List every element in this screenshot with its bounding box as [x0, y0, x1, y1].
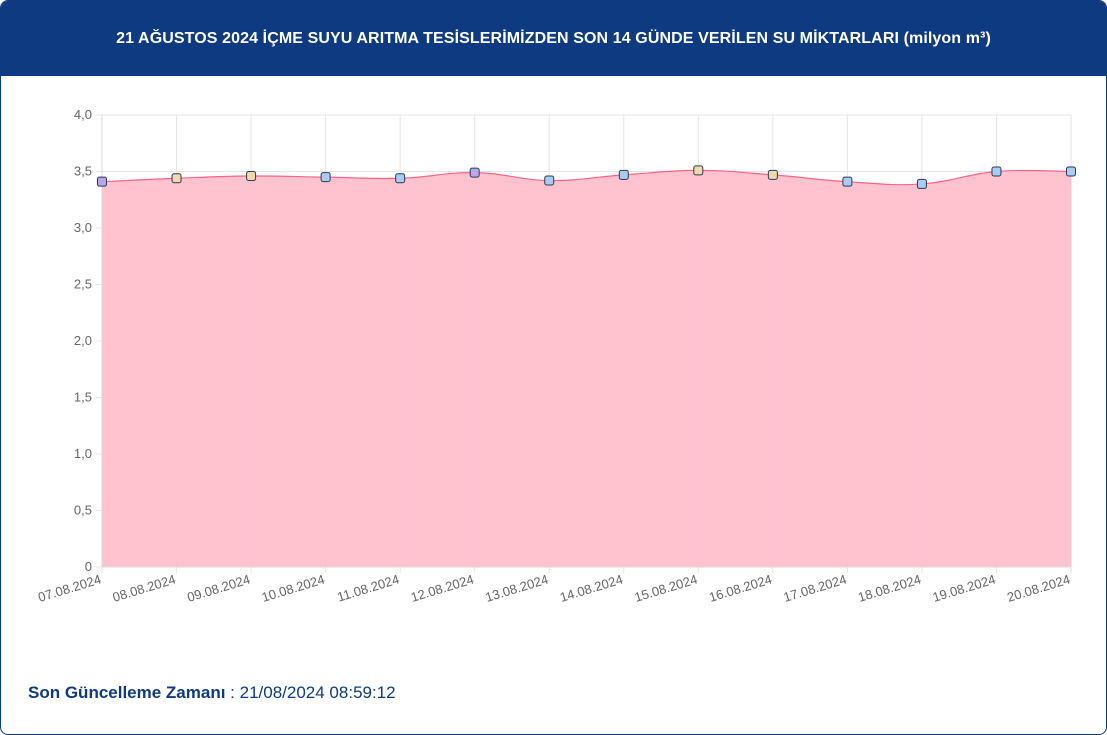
x-tick-label: 19.08.2024 — [931, 572, 998, 605]
x-tick-label: 10.08.2024 — [260, 572, 327, 605]
x-tick-label: 08.08.2024 — [111, 572, 178, 605]
x-tick-label: 15.08.2024 — [633, 572, 700, 605]
last-updated: Son Güncelleme Zamanı : 21/08/2024 08:59… — [28, 683, 396, 703]
y-tick-label: 3,0 — [74, 220, 92, 235]
data-point — [693, 165, 704, 176]
series-area — [102, 170, 1071, 567]
data-point — [97, 176, 107, 187]
x-tick-label: 17.08.2024 — [782, 572, 849, 605]
series-line — [101, 169, 1072, 186]
data-point — [544, 175, 555, 186]
y-tick-label: 4,0 — [74, 107, 92, 122]
header-bar: 21 AĞUSTOS 2024 İÇME SUYU ARITMA TESİSLE… — [1, 1, 1106, 76]
x-tick-label: 09.08.2024 — [185, 572, 252, 605]
x-tick-label: 18.08.2024 — [856, 572, 923, 605]
data-point — [246, 171, 257, 182]
data-point — [767, 169, 778, 180]
data-point — [618, 169, 629, 180]
data-point — [991, 166, 1002, 177]
y-tick-label: 0 — [85, 559, 92, 574]
data-point — [320, 172, 331, 183]
y-tick-label: 2,5 — [74, 277, 92, 292]
y-tick-label: 3,5 — [74, 164, 92, 179]
last-updated-value: 21/08/2024 08:59:12 — [239, 683, 396, 702]
x-tick-label: 13.08.2024 — [483, 572, 550, 605]
x-tick-label: 14.08.2024 — [558, 572, 625, 605]
x-tick-label: 12.08.2024 — [409, 572, 476, 605]
x-tick-label: 20.08.2024 — [1005, 572, 1072, 605]
area-chart: 0 0,5 1,0 1,5 2,0 2,5 3,0 3,5 4,0 07.08.2024 08.08… — [36, 107, 1076, 605]
page-title: 21 AĞUSTOS 2024 İÇME SUYU ARITMA TESİSLE… — [116, 29, 991, 47]
x-tick-label: 11.08.2024 — [335, 572, 401, 605]
data-point — [395, 173, 406, 184]
data-point — [842, 176, 853, 187]
data-point — [1066, 166, 1076, 177]
data-point — [171, 173, 182, 184]
x-tick-label: 07.08.2024 — [36, 572, 103, 605]
y-tick-label: 2,0 — [74, 333, 92, 348]
last-updated-separator: : — [225, 683, 240, 702]
x-tick-label: 16.08.2024 — [707, 572, 774, 605]
y-tick-label: 1,0 — [74, 446, 92, 461]
data-point — [469, 167, 480, 178]
last-updated-label: Son Güncelleme Zamanı — [28, 683, 226, 702]
y-tick-label: 1,5 — [74, 390, 92, 405]
data-point — [916, 178, 927, 189]
chart-container: 0 0,5 1,0 1,5 2,0 2,5 3,0 3,5 4,0 07.08.2024 08.08… — [1, 77, 1106, 637]
y-tick-label: 0,5 — [74, 503, 92, 518]
